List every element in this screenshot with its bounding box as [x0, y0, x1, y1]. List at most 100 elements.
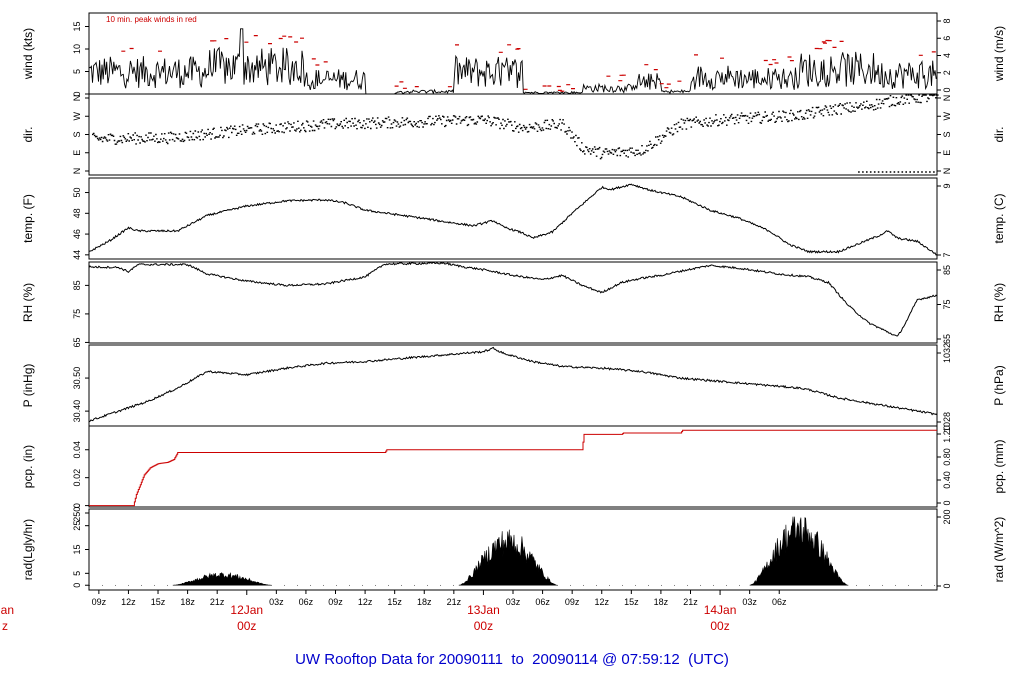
y-tick-label: 0: [72, 583, 82, 588]
y-tick-label: N: [72, 168, 82, 175]
y-tick-label-right: N: [942, 168, 952, 175]
y-axis-label: temp. (F): [21, 194, 35, 243]
x-tick-label: 06z: [299, 597, 314, 607]
y-axis-label-right: wind (m/s): [992, 26, 1006, 82]
y-tick-label-right: 1.20: [942, 425, 952, 443]
y-tick-label: 65: [72, 337, 82, 347]
y-tick-label-right: 4: [942, 53, 952, 58]
x-tick-label: 03z: [506, 597, 521, 607]
y-axis-label-right: rad (W/m^2): [992, 517, 1006, 583]
series-temp: [88, 183, 938, 256]
x-tick-label: 09z: [92, 597, 107, 607]
y-tick-label: 46: [72, 229, 82, 239]
day-tick-hour-cut: z: [2, 619, 8, 633]
x-tick-label: 18z: [654, 597, 669, 607]
series-peak-wind: [121, 35, 936, 92]
panel-frame: [88, 261, 938, 344]
y-tick-label-right: 65: [942, 334, 952, 344]
x-tick-label: 09z: [565, 597, 580, 607]
day-tick-date: 13Jan: [467, 603, 500, 617]
x-axis: 09z 12z 15z 18z 21z 03z 06z 09z 12z 15z 18z 21z 03z 0…: [0, 590, 787, 633]
y-tick-label-right: S: [942, 131, 952, 137]
series-rh: [88, 261, 938, 337]
y-axis-label: rad(Lgly/hr): [21, 519, 35, 580]
day-tick-date: 14Jan: [704, 603, 737, 617]
panel-pressure: 30.40 30.50 1028 1032 P (inHg) P (hPa): [21, 343, 1006, 432]
y-tick-label: 5: [72, 571, 82, 576]
x-tick-label: 12z: [594, 597, 609, 607]
panel-rh: 65 75 85 65 75 85 RH (%) RH (%): [21, 261, 1006, 347]
y-tick-label: E: [72, 150, 82, 156]
y-tick-label-right: 0: [942, 583, 952, 588]
series-pressure: [88, 346, 938, 423]
radiation-day-1: [172, 572, 272, 586]
x-tick-label: 15z: [151, 597, 166, 607]
x-tick-label: 06z: [535, 597, 550, 607]
panel-temp: 44 46 48 50 7 9 temp. (F) temp. (C): [21, 177, 1006, 260]
y-tick-label-right: 8: [942, 18, 952, 23]
panel-wind: 0 5 10 15 0 2 4 6 8 wind (kts) wind (m/s) 10 min. p…: [21, 12, 1006, 97]
y-tick-label: N: [72, 95, 82, 102]
y-tick-label: 30.40: [72, 400, 82, 423]
y-tick-label: 0: [72, 91, 82, 96]
day-tick-date-cut: Jan: [0, 603, 14, 617]
y-tick-label: 44: [72, 250, 82, 260]
y-tick-label-right: 9: [942, 183, 952, 188]
series-wind: [88, 28, 937, 95]
y-tick-label-right: 0: [942, 500, 952, 505]
x-tick-label: 06z: [772, 597, 787, 607]
y-axis-label-right: pcp. (mm): [992, 439, 1006, 493]
peak-wind-annotation: 10 min. peak winds in red: [106, 15, 197, 24]
y-tick-label: 0.04: [72, 441, 82, 459]
panel-precip: 0 0.02 0.04 0 0.40 0.80 1.20 pcp. (in) pcp. (mm): [21, 425, 1006, 508]
panel-frame: [88, 344, 938, 427]
page-title: UW Rooftop Data for 20090111 to 20090114…: [295, 651, 729, 668]
y-tick-label-right: 0.80: [942, 448, 952, 466]
y-tick-label: 15: [72, 21, 82, 31]
x-tick-label: 12z: [358, 597, 373, 607]
y-tick-label-right: 0.40: [942, 471, 952, 489]
x-tick-label: 12z: [121, 597, 136, 607]
y-tick-label: 0.02: [72, 469, 82, 487]
series-precip: [89, 429, 937, 507]
series-direction: [92, 94, 939, 173]
y-axis-label: P (inHg): [21, 364, 35, 408]
y-tick-label: 50: [72, 188, 82, 198]
y-axis-label-right: dir.: [992, 126, 1006, 142]
y-tick-label-right: 75: [942, 299, 952, 309]
y-tick-label: 10: [72, 44, 82, 54]
x-tick-label: 15z: [624, 597, 639, 607]
x-tick-label: 21z: [447, 597, 462, 607]
x-tick-label: 21z: [210, 597, 225, 607]
y-tick-label-right: 1032: [942, 343, 952, 363]
y-tick-label-right: 0: [942, 87, 952, 92]
y-tick-label: 5: [72, 69, 82, 74]
y-tick-label-right: N: [942, 95, 952, 102]
radiation-day-2: [458, 529, 558, 586]
x-tick-label: 09z: [328, 597, 343, 607]
day-tick-hour: 00z: [710, 619, 729, 633]
day-tick-hour: 00z: [474, 619, 493, 633]
x-tick-label: 15z: [387, 597, 402, 607]
x-tick-label: 18z: [417, 597, 432, 607]
y-tick-label: S: [72, 131, 82, 137]
y-axis-label-right: P (hPa): [992, 365, 1006, 405]
y-tick-label-right: W: [942, 112, 952, 121]
y-tick-label-right: 200: [942, 509, 952, 524]
day-tick-date: 12Jan: [230, 603, 263, 617]
y-tick-label: 15: [72, 544, 82, 554]
y-axis-label: RH (%): [21, 283, 35, 322]
y-tick-label-right: 85: [942, 265, 952, 275]
y-tick-label: 25: [72, 521, 82, 531]
y-axis-label: dir.: [21, 126, 35, 142]
y-tick-label-right: 6: [942, 36, 952, 41]
x-tick-label: 03z: [269, 597, 284, 607]
y-axis-label: wind (kts): [21, 28, 35, 80]
y-axis-label-right: RH (%): [992, 283, 1006, 322]
y-tick-label: 75: [72, 309, 82, 319]
y-tick-label: 30.50: [72, 367, 82, 390]
